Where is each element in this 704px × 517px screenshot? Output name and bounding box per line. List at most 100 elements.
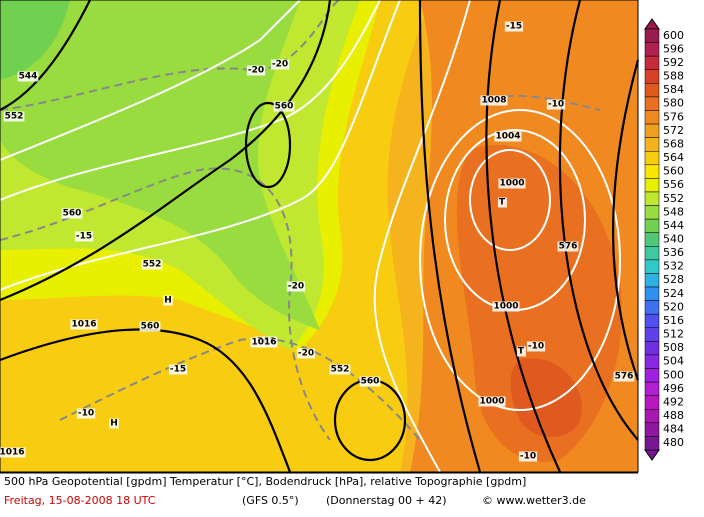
contour <box>612 59 640 381</box>
map-label: -10 <box>548 100 564 110</box>
geopotential-contours <box>0 0 640 473</box>
map-label: 1016 <box>71 320 96 330</box>
footer-source: © www.wetter3.de <box>482 494 586 507</box>
field-green <box>0 0 320 330</box>
map-label: -10 <box>78 409 94 419</box>
map-label-bg <box>478 396 506 407</box>
map-label-bg <box>497 197 507 208</box>
legend-label: 600 <box>663 29 684 42</box>
legend-swatch <box>644 300 660 315</box>
legend-label: 536 <box>663 246 684 259</box>
contour <box>0 0 401 291</box>
legend-swatch <box>644 83 660 98</box>
map-label-bg <box>286 281 306 292</box>
map-label: 1016 <box>0 448 25 458</box>
contour <box>0 328 292 473</box>
footer-date: Freitag, 15-08-2008 18 UTC <box>4 494 156 507</box>
contour <box>0 0 301 161</box>
footer-description: 500 hPa Geopotential [gpdm] Temperatur [… <box>4 475 526 488</box>
legend-label: 560 <box>663 165 684 178</box>
legend-swatch <box>644 286 660 301</box>
map-label: -20 <box>248 66 264 76</box>
map-label-bg <box>498 178 526 189</box>
map-label: 1000 <box>499 179 524 189</box>
map-label-bg <box>168 364 188 375</box>
legend-label: 568 <box>663 137 684 150</box>
legend-swatch <box>644 354 660 369</box>
legend-label: 552 <box>663 192 684 205</box>
legend-label: 564 <box>663 151 684 164</box>
map-label: -10 <box>528 342 544 352</box>
contour <box>59 337 421 441</box>
map-label-bg <box>3 111 25 122</box>
contour <box>419 109 621 411</box>
map-label-bg <box>329 364 351 375</box>
map-label-bg <box>526 341 546 352</box>
legend-label: 572 <box>663 124 684 137</box>
map-label-bg <box>139 321 161 332</box>
map-label-bg <box>359 376 381 387</box>
map-label: -15 <box>506 22 522 32</box>
map-label: 544 <box>19 72 38 82</box>
legend-swatch <box>644 137 660 152</box>
legend-label: 544 <box>663 219 684 232</box>
legend-label: 500 <box>663 368 684 381</box>
legend-swatch <box>644 42 660 57</box>
map-label-bg <box>557 241 579 252</box>
map-label: T <box>499 198 506 208</box>
map-label-bg <box>0 447 26 458</box>
legend-swatch <box>644 123 660 138</box>
legend-label: 580 <box>663 97 684 110</box>
map-label: T <box>518 347 525 357</box>
legend-label: 504 <box>663 355 684 368</box>
map-label: 1000 <box>493 302 518 312</box>
map-frame <box>0 0 639 473</box>
legend-label: 532 <box>663 260 684 273</box>
map-label: 1000 <box>479 397 504 407</box>
legend-swatch <box>644 218 660 233</box>
map-label-bg <box>246 65 266 76</box>
map-label: H <box>110 419 118 429</box>
legend-arrow-bottom <box>644 449 660 461</box>
legend-label: 516 <box>663 314 684 327</box>
legend-label: 508 <box>663 341 684 354</box>
map-labels: 552 544 560 -20 -20 560 1008 -10 1004 1000 T -15 560… <box>0 21 635 462</box>
legend-label: 496 <box>663 382 684 395</box>
map-label: -10 <box>520 452 536 462</box>
map-label: -20 <box>272 60 288 70</box>
map-label: 560 <box>361 377 380 387</box>
map-label: 576 <box>559 242 578 252</box>
map-label: 560 <box>63 209 82 219</box>
legend-swatch <box>644 259 660 274</box>
map-label-bg <box>70 319 98 330</box>
contour <box>244 101 292 189</box>
legend-swatch <box>644 205 660 220</box>
contour <box>485 0 561 473</box>
map-label: 1004 <box>495 132 520 142</box>
contour <box>373 0 471 473</box>
map-label-bg <box>270 59 290 70</box>
legend-label: 596 <box>663 42 684 55</box>
contour <box>418 0 482 473</box>
legend-label: 484 <box>663 423 684 436</box>
map-label-bg <box>109 418 119 429</box>
map-label-bg <box>74 231 94 242</box>
legend-swatch <box>644 28 660 43</box>
legend-swatch <box>644 381 660 396</box>
map-label-bg <box>273 101 295 112</box>
map-label-bg <box>613 371 635 382</box>
legend-swatch <box>644 232 660 247</box>
legend-label: 548 <box>663 205 684 218</box>
footer-model: (GFS 0.5°) <box>242 494 299 507</box>
contour <box>469 149 551 251</box>
map-label-bg <box>296 348 316 359</box>
map-label: 1008 <box>481 96 506 106</box>
map-label-bg <box>546 99 566 110</box>
legend-swatch <box>644 191 660 206</box>
field-hot <box>510 358 582 437</box>
contour <box>0 0 341 111</box>
legend-label: 540 <box>663 233 684 246</box>
legend-label: 480 <box>663 436 684 449</box>
